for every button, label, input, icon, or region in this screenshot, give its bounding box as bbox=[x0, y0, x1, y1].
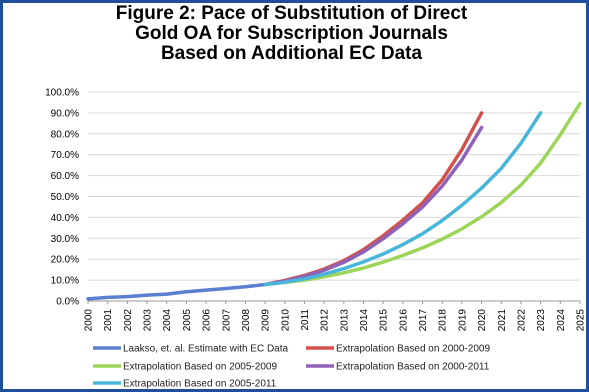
series-line-5 bbox=[263, 111, 543, 287]
x-tick-label: 2022 bbox=[516, 309, 527, 332]
x-tick-label: 2009 bbox=[261, 309, 272, 332]
x-tick-label: 2024 bbox=[556, 309, 567, 332]
legend-label: Extrapolation Based on 2000-2011 bbox=[336, 362, 490, 373]
legend-label: Extrapolation Based on 2005-2011 bbox=[123, 379, 277, 390]
x-tick-label: 2020 bbox=[477, 309, 488, 332]
x-tick-label: 2015 bbox=[379, 309, 390, 332]
legend-label: Laakso, et. al. Estimate with EC Data bbox=[123, 344, 289, 355]
y-tick-label: 50.0% bbox=[51, 192, 79, 203]
y-tick-label: 0.0% bbox=[56, 297, 79, 308]
chart-title-line-2: Gold OA for Subscription Journals bbox=[135, 23, 448, 44]
x-tick-label: 2011 bbox=[300, 309, 311, 331]
x-tick-label: 2001 bbox=[103, 309, 114, 332]
x-tick-label: 2005 bbox=[182, 309, 193, 332]
y-tick-label: 60.0% bbox=[51, 171, 79, 182]
x-tick-label: 2004 bbox=[162, 309, 173, 332]
x-tick-label: 2023 bbox=[536, 309, 547, 332]
chart-title-line-3: Based on Additional EC Data bbox=[160, 43, 423, 64]
legend-label: Extrapolation Based on 2000-2009 bbox=[336, 344, 490, 355]
legend: Laakso, et. al. Estimate with EC Data Ext… bbox=[93, 344, 490, 390]
x-tick-label: 2008 bbox=[241, 309, 252, 332]
x-tick-label: 2019 bbox=[457, 309, 468, 332]
y-axis-ticks: 0.0% 10.0% 20.0% 30.0% 40.0% 50.0% 60.0% 70.0% 8… bbox=[45, 88, 79, 308]
y-tick-label: 80.0% bbox=[51, 129, 79, 140]
x-tick-label: 2017 bbox=[418, 309, 429, 332]
x-tick-label: 2002 bbox=[123, 309, 134, 332]
y-tick-label: 30.0% bbox=[51, 234, 79, 245]
x-tick-label: 2014 bbox=[359, 309, 370, 332]
x-tick-label: 2013 bbox=[339, 309, 350, 332]
series-line-3 bbox=[263, 101, 582, 287]
x-tick-label: 2003 bbox=[143, 309, 154, 332]
x-tick-label: 2016 bbox=[398, 309, 409, 332]
legend-label: Extrapolation Based on 2005-2009 bbox=[123, 362, 277, 373]
chart-title: Figure 2: Pace of Substitution of Direct… bbox=[0, 4, 583, 64]
gridlines bbox=[88, 91, 580, 302]
x-tick-label: 2025 bbox=[576, 309, 587, 332]
x-tick-label: 2012 bbox=[320, 309, 331, 332]
y-tick-label: 40.0% bbox=[51, 213, 79, 224]
y-tick-label: 10.0% bbox=[51, 276, 79, 287]
x-tick-label: 2021 bbox=[497, 309, 508, 332]
x-tick-label: 2018 bbox=[438, 309, 449, 332]
x-axis-ticks: 2000 2001 2002 2003 2004 2005 2006 2007 2008 2009… bbox=[84, 301, 587, 331]
series-lines bbox=[86, 101, 582, 301]
chart-title-line-1: Figure 2: Pace of Substitution of Direct bbox=[115, 3, 468, 24]
x-tick-label: 2000 bbox=[84, 309, 95, 332]
y-tick-label: 20.0% bbox=[51, 255, 79, 266]
y-tick-label: 70.0% bbox=[51, 150, 79, 161]
series-line-1 bbox=[86, 282, 267, 301]
y-tick-label: 100.0% bbox=[45, 88, 79, 99]
series-line-4 bbox=[263, 125, 484, 287]
x-tick-label: 2010 bbox=[280, 309, 291, 332]
x-tick-label: 2007 bbox=[221, 309, 232, 332]
y-tick-label: 90.0% bbox=[51, 108, 79, 119]
x-tick-label: 2006 bbox=[202, 309, 213, 332]
